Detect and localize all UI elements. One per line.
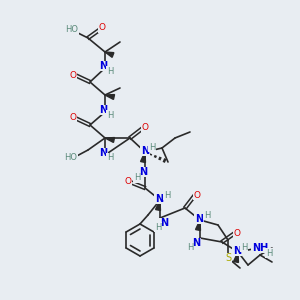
Text: H: H bbox=[187, 244, 193, 253]
Text: H: H bbox=[164, 190, 170, 200]
Text: H: H bbox=[241, 242, 247, 251]
Polygon shape bbox=[105, 52, 114, 57]
Text: N: N bbox=[139, 167, 147, 177]
Text: O: O bbox=[98, 23, 106, 32]
Text: H: H bbox=[155, 223, 161, 232]
Polygon shape bbox=[105, 94, 115, 99]
Text: N: N bbox=[99, 148, 107, 158]
Text: H: H bbox=[204, 211, 210, 220]
Text: H: H bbox=[134, 173, 140, 182]
Text: NH: NH bbox=[252, 243, 268, 253]
Text: N: N bbox=[141, 146, 149, 156]
Text: O: O bbox=[70, 70, 76, 80]
Text: H: H bbox=[107, 110, 113, 119]
Text: HO: HO bbox=[65, 26, 79, 34]
Text: N: N bbox=[155, 194, 163, 204]
Text: H: H bbox=[149, 142, 155, 152]
Polygon shape bbox=[155, 200, 160, 211]
Text: N: N bbox=[99, 105, 107, 115]
Text: N: N bbox=[195, 214, 203, 224]
Text: S: S bbox=[225, 253, 231, 263]
Text: H: H bbox=[107, 67, 113, 76]
Text: N: N bbox=[192, 238, 200, 248]
Polygon shape bbox=[196, 220, 200, 230]
Text: N: N bbox=[160, 218, 168, 228]
Text: H: H bbox=[107, 154, 113, 163]
Text: HO: HO bbox=[64, 154, 77, 163]
Polygon shape bbox=[105, 138, 115, 142]
Text: H: H bbox=[266, 248, 272, 257]
Polygon shape bbox=[233, 252, 238, 262]
Text: O: O bbox=[142, 124, 148, 133]
Polygon shape bbox=[140, 152, 146, 163]
Text: O: O bbox=[194, 190, 200, 200]
Text: N: N bbox=[99, 61, 107, 71]
Text: N: N bbox=[233, 246, 241, 256]
Text: O: O bbox=[233, 229, 241, 238]
Text: O: O bbox=[70, 113, 76, 122]
Text: O: O bbox=[124, 178, 131, 187]
